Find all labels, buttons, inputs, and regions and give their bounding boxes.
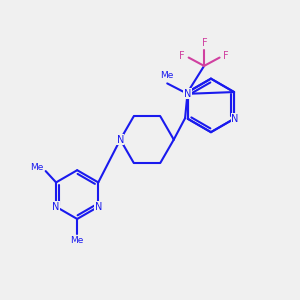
Text: F: F	[202, 38, 208, 48]
Text: N: N	[117, 135, 124, 145]
Text: F: F	[179, 51, 185, 62]
Text: N: N	[231, 114, 239, 124]
Text: N: N	[94, 202, 102, 212]
Text: F: F	[223, 51, 229, 62]
Text: Me: Me	[160, 70, 173, 80]
Text: Me: Me	[30, 163, 43, 172]
Text: N: N	[184, 89, 191, 99]
Text: N: N	[52, 202, 60, 212]
Text: Me: Me	[70, 236, 84, 245]
